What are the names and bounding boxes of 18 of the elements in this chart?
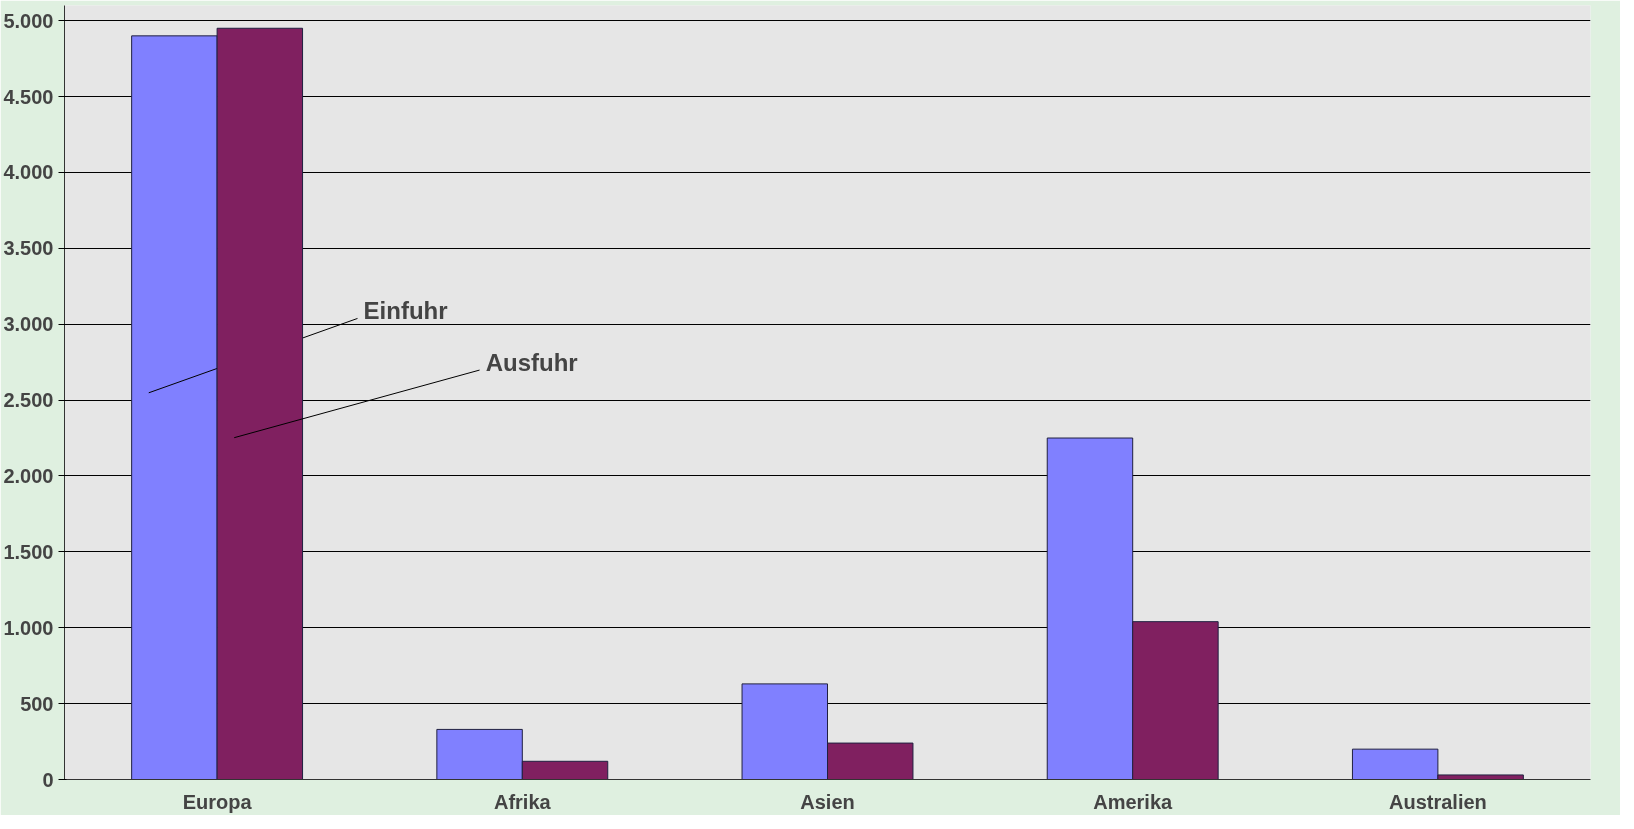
y-tick-label: 4.500	[3, 85, 54, 108]
x-tick-label: Afrika	[493, 790, 552, 813]
y-tick-label: 0	[42, 768, 54, 791]
y-tick-label: 2.500	[3, 389, 54, 412]
y-tick-label: 3.000	[3, 313, 54, 336]
text: Ausfuhr	[485, 349, 578, 377]
y-tick-label: 2.000	[3, 464, 54, 487]
y-tick-label: 500	[20, 692, 54, 715]
y-tick-label: 3.500	[3, 237, 54, 260]
x-tick-label: Europa	[182, 790, 253, 813]
y-tick-label: 1.000	[3, 616, 54, 639]
y-tick-label: 1.500	[3, 540, 54, 563]
x-tick-label: Amerika	[1093, 790, 1174, 813]
y-tick-label: 5.000	[3, 9, 54, 32]
y-tick-label: 4.000	[3, 161, 54, 184]
x-tick-label: Asien	[800, 790, 855, 813]
text: Einfuhr	[363, 297, 448, 325]
x-tick-label: Australien	[1389, 790, 1487, 813]
